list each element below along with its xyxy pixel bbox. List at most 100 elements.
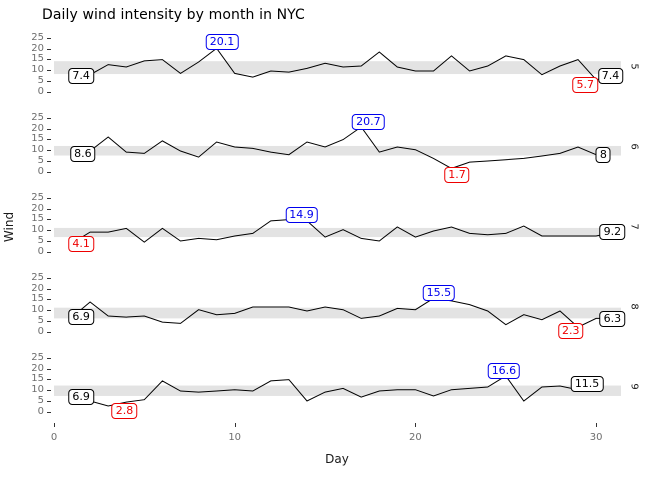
max-value-label: 20.1 [205,33,239,50]
y-tick-label: 10 [31,64,44,76]
reference-band [54,307,621,319]
y-tick-label: 15 [31,53,44,65]
x-tick-label: 20 [409,432,422,443]
y-tick-mark [47,332,51,334]
max-value-label: 14.9 [285,207,318,224]
y-tick-label: 20 [31,362,44,374]
facet-plot-month-8 [54,297,621,328]
y-tick-mark [47,401,51,403]
y-tick-label: 10 [31,384,44,396]
strip-label-text: 6 [628,143,640,150]
y-tick-label: 0 [37,86,44,98]
y-tick-label: 20 [31,122,44,134]
reference-band [54,145,621,156]
max-value-label: 16.6 [487,363,521,380]
y-tick-mark [47,241,51,243]
first-min-value-label: 4.1 [68,235,94,252]
wind-line [72,126,597,169]
y-tick-mark [47,379,51,381]
y-tick-label: 25 [31,271,44,283]
strip-label-text: 5 [628,63,640,70]
last-value-label: 8 [595,146,611,163]
facet-plot-month-5 [54,47,621,81]
strip-label-text: 7 [628,223,640,230]
y-tick-mark [47,321,51,323]
y-tick-label: 0 [37,166,44,178]
max-value-label: 15.5 [422,284,456,301]
y-tick-label: 15 [31,373,44,385]
x-tick-label: 30 [589,432,603,443]
wind-line [71,297,615,328]
wind-line [71,375,597,407]
x-tick-mark [234,423,236,427]
x-tick-mark [596,423,598,427]
y-tick-label: 15 [31,213,44,225]
first-value-label: 7.4 [68,68,94,85]
y-tick-mark [47,208,51,210]
first-value-label: 8.6 [70,145,96,162]
y-tick-label: 10 [31,144,44,156]
reference-band [54,385,621,396]
min-value-label: 2.8 [111,402,138,419]
strip-label-month-5: 5 [626,30,642,103]
facet-plot-month-6 [54,126,621,169]
wind-line [71,219,615,244]
max-value-label: 20.7 [352,113,385,130]
facet-panel-month-8: 6.9 15.5 2.3 6.3 [54,270,626,343]
y-tick-mark [47,59,51,61]
last-value-label: 11.5 [570,375,604,392]
y-tick-mark [47,150,51,152]
y-tick-label: 10 [31,224,44,236]
y-tick-label: 5 [37,395,44,407]
y-tick-mark [47,70,51,72]
wind-line [72,47,615,81]
y-tick-mark [47,48,51,50]
y-tick-mark [47,412,51,414]
strip-label-month-7: 7 [626,190,642,263]
facet-panel-month-6: 8.6 20.7 1.7 8 [54,110,621,183]
x-tick-label: 10 [228,432,242,443]
y-tick-mark [47,219,51,221]
chart-title: Daily wind intensity by month in NYC [42,7,305,23]
y-tick-mark [47,92,51,94]
strip-label-month-8: 8 [626,270,642,343]
y-tick-label: 25 [31,31,44,43]
first-value-label: 6.9 [68,389,94,406]
y-tick-mark [47,230,51,232]
y-tick-label: 15 [31,133,44,145]
y-tick-mark [47,81,51,83]
last-value-label: 9.2 [599,224,626,241]
strip-label-text: 8 [628,303,640,310]
first-value-label: 6.9 [68,309,94,326]
last-value-label: 6.3 [599,310,626,327]
y-tick-mark [47,277,51,279]
y-tick-label: 15 [31,293,44,305]
y-tick-mark [47,310,51,312]
facet-panel-month-5: 7.4 20.1 5.7 7.4 [54,30,624,103]
y-tick-mark [47,172,51,174]
y-tick-mark [47,117,51,119]
y-tick-label: 25 [31,351,44,363]
y-tick-label: 0 [37,406,44,418]
y-tick-mark [47,252,51,254]
min-value-label: 2.3 [558,322,584,339]
y-tick-label: 20 [31,42,44,54]
y-tick-label: 5 [37,155,44,167]
x-tick-label: 0 [50,432,58,443]
y-tick-mark [47,197,51,199]
facet-plot-month-7 [54,219,621,244]
last-value-label: 7.4 [597,68,624,85]
y-tick-mark [47,288,51,290]
y-tick-mark [47,139,51,141]
strip-label-text: 9 [628,383,640,390]
x-axis-title: Day [325,452,349,466]
facet-plot-month-9 [54,375,621,407]
y-tick-mark [47,357,51,359]
y-tick-mark [47,128,51,130]
y-tick-label: 25 [31,191,44,203]
x-tick-mark [54,423,55,427]
y-tick-label: 10 [31,304,44,316]
y-tick-label: 5 [37,75,44,87]
facet-panel-month-9: 6.9 2.8 16.6 11.5 [54,350,621,423]
